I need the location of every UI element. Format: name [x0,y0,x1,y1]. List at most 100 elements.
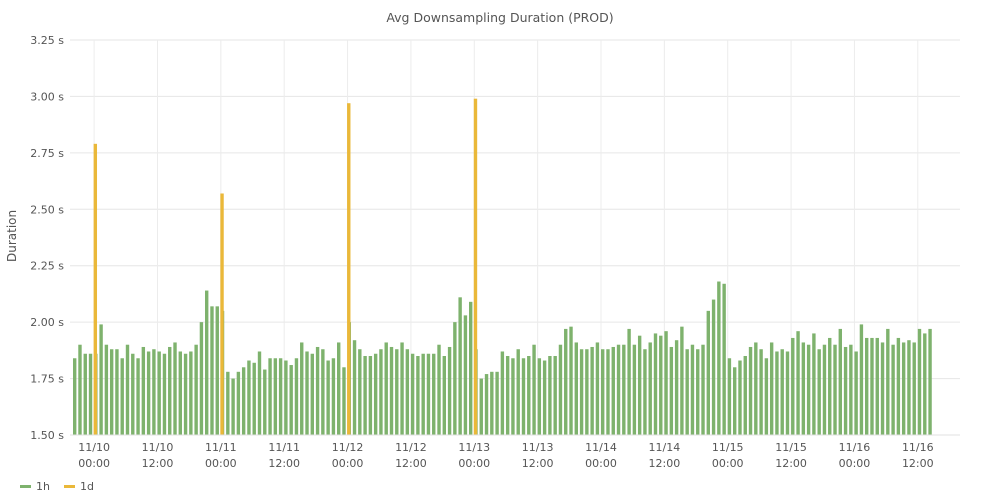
bar-1h [305,351,309,435]
bar-1h [479,378,483,435]
bar-1h [759,349,763,435]
bar-1h [542,360,547,435]
x-tick-label: 11/12 [332,441,364,454]
legend-label-1d: 1d [79,480,94,493]
bar-1h [368,356,373,435]
y-tick-label: 2.50 s [30,203,64,216]
y-tick-label: 1.50 s [30,429,64,442]
x-tick-label: 11/12 [395,441,427,454]
bar-1h [764,358,769,435]
bar-1h [141,346,146,435]
legend: 1h 1d [20,480,94,493]
bar-1h [611,346,615,435]
bar-1h [812,333,816,435]
bar-1h [484,374,489,435]
bar-1h [622,344,626,435]
bar-1h [648,342,652,435]
x-tick-label: 11/14 [649,441,681,454]
bar-1h [822,344,827,435]
bar-1d [473,98,478,435]
bar-1h [284,360,288,435]
x-tick-label: 12:00 [522,457,554,470]
bar-1h [537,358,542,435]
bar-1h [426,353,431,435]
bar-1h [796,331,800,435]
chart-title: Avg Downsampling Duration (PROD) [386,10,614,25]
legend-item-1h[interactable]: 1h [20,480,50,493]
x-tick-label: 00:00 [839,457,871,470]
bar-1h [183,353,188,435]
bar-1h [395,349,399,435]
bar-1h [907,340,911,435]
x-tick-label: 11/11 [205,441,237,454]
x-tick-label: 00:00 [205,457,237,470]
bar-1h [838,328,842,435]
bar-1h [791,337,795,435]
bar-1h [590,346,594,435]
bar-1h [738,360,742,435]
bar-1h [442,356,446,435]
bar-1h [300,342,304,435]
bar-1h [215,306,219,435]
bar-1h [632,344,637,435]
bar-1h [331,358,336,435]
bar-1h [157,351,161,435]
bar-1h [828,337,832,435]
bar-1h [595,342,600,435]
bar-1h [606,349,610,435]
bar-1h [289,365,293,435]
legend-item-1d[interactable]: 1d [63,480,94,493]
bar-1h [500,351,505,435]
bar-1h [194,344,198,435]
bar-1h [405,349,410,435]
bar-1h [458,297,462,435]
bar-1h [389,346,394,435]
bar-1h [241,367,246,435]
bar-1h [178,351,182,435]
bar-1h [162,353,167,435]
x-tick-label: 11/10 [78,441,110,454]
bar-1h [257,351,262,435]
bar-1h [505,356,510,435]
bar-1h [653,333,658,435]
bar-1h [733,367,737,435]
bar-1h [99,324,103,435]
bar-1h [173,342,177,435]
bar-1h [748,346,753,435]
bar-1h [379,349,383,435]
bar-1h [901,342,906,435]
bar-1h [168,346,172,435]
bar-1h [928,328,932,435]
bar-1h [548,356,552,435]
bar-1d [93,143,98,436]
bar-1h [833,344,837,435]
bar-1h [717,281,721,435]
bar-1h [189,351,193,435]
x-tick-label: 11/13 [458,441,490,454]
bar-1h [585,349,589,435]
bar-1h [453,322,457,435]
bar-1h [785,351,790,435]
bar-1h [210,306,214,435]
x-tick-label: 00:00 [458,457,490,470]
bar-1h [780,349,784,435]
legend-swatch-1h [20,485,31,488]
bar-1h [146,351,151,435]
bar-1h [236,371,241,435]
bar-1h [880,342,885,435]
bar-1h [859,324,864,435]
x-tick-label: 11/15 [712,441,744,454]
bar-1h [886,328,890,435]
bar-1h [722,283,726,435]
bar-1h [495,371,499,435]
bar-1h [743,356,747,435]
x-tick-label: 11/16 [839,441,871,454]
bar-1h [136,358,140,435]
bar-1h [490,371,494,435]
bar-1h [410,353,415,435]
bar-1h [627,328,631,435]
bar-1h [315,346,320,435]
bar-1h [870,337,874,435]
bar-1h [88,353,93,435]
bar-1h [131,353,135,435]
